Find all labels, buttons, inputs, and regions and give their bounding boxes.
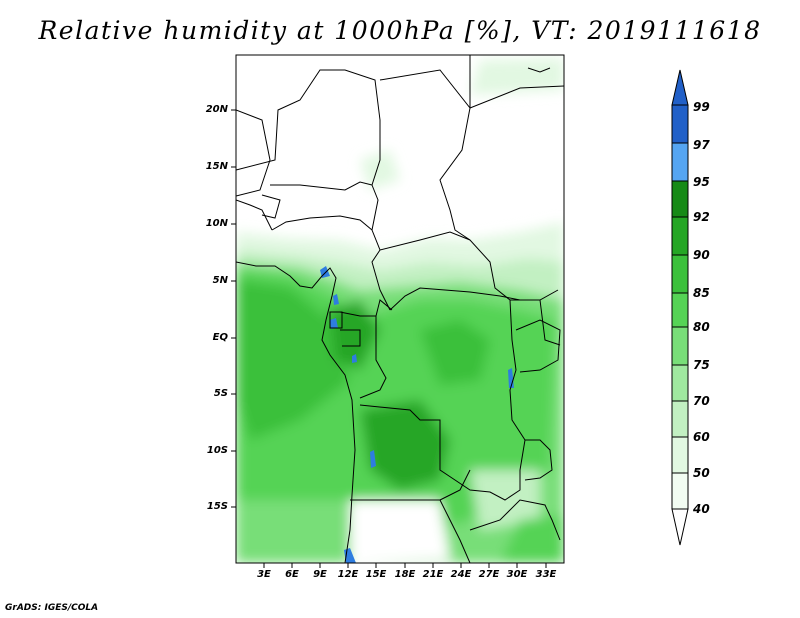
country-borders	[236, 55, 564, 563]
colorbar-label: 85	[693, 286, 710, 300]
lat-label: 10N	[205, 218, 228, 229]
lat-label: EQ	[212, 332, 228, 343]
lon-label: 9E	[313, 569, 327, 580]
lon-label: 3E	[257, 569, 271, 580]
colorbar-label: 95	[693, 175, 710, 189]
colorbar-segment-90	[671, 254, 689, 294]
lon-label: 27E	[478, 569, 500, 580]
colorbar-top-arrow	[671, 69, 689, 106]
lon-label: 30E	[506, 569, 528, 580]
colorbar-label: 70	[693, 394, 710, 408]
humidity-field	[236, 55, 564, 563]
colorbar-segment-99	[671, 104, 689, 144]
colorbar-segment-75	[671, 364, 689, 402]
lat-label: 15S	[206, 501, 228, 512]
lat-label: 5S	[213, 388, 228, 399]
map-title: Relative humidity at 1000hPa [%], VT: 20…	[38, 16, 762, 45]
colorbar-segment-95	[671, 180, 689, 218]
colorbar-label: 92	[693, 210, 710, 224]
colorbar-segment-92	[671, 216, 689, 256]
map-frame	[235, 54, 565, 564]
colorbar-segment-85	[671, 292, 689, 328]
lon-label: 12E	[337, 569, 359, 580]
colorbar-segment-50	[671, 472, 689, 510]
lon-label: 21E	[422, 569, 444, 580]
colorbar-label: 50	[693, 466, 710, 480]
lat-label: 20N	[205, 104, 228, 115]
lon-label: 24E	[450, 569, 472, 580]
axis-ticks	[231, 109, 547, 568]
lat-label: 5N	[212, 275, 228, 286]
lon-label: 6E	[285, 569, 299, 580]
colorbar-label: 90	[693, 248, 710, 262]
lon-label: 18E	[394, 569, 416, 580]
colorbar-label: 75	[693, 358, 710, 372]
lon-label: 15E	[365, 569, 387, 580]
colorbar-bottom-arrow	[671, 508, 689, 546]
colorbar	[671, 69, 689, 546]
colorbar-label: 97	[693, 138, 710, 152]
grads-credit: GrADS: IGES/COLA	[5, 603, 99, 613]
colorbar-segment-80	[671, 326, 689, 366]
colorbar-label: 60	[693, 430, 710, 444]
lat-label: 10S	[206, 445, 228, 456]
colorbar-segment-60	[671, 436, 689, 474]
colorbar-segment-70	[671, 400, 689, 438]
colorbar-label: 40	[693, 502, 710, 516]
lon-label: 33E	[535, 569, 557, 580]
colorbar-label: 80	[693, 320, 710, 334]
lat-label: 15N	[205, 161, 228, 172]
colorbar-label: 99	[693, 100, 710, 114]
colorbar-segment-97	[671, 142, 689, 182]
